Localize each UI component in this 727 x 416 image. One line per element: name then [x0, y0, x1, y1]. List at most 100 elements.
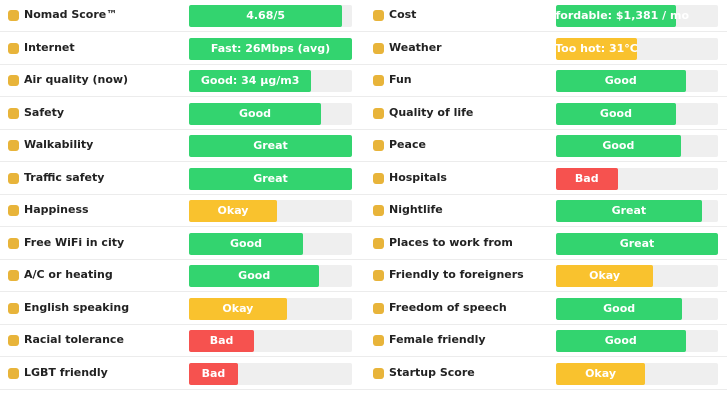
score-fill — [189, 135, 352, 157]
metric-icon — [373, 302, 384, 314]
score-fill — [189, 330, 255, 352]
score-fill — [556, 362, 646, 385]
metric-row: Happiness Okay — [0, 195, 365, 227]
score-fill — [556, 167, 618, 190]
metric-row: A/C or heating Good — [0, 260, 365, 292]
metric-row: Internet Fast: 26Mbps (avg) — [0, 33, 365, 65]
metric-label: Places to work from — [389, 235, 513, 249]
metric-label: Safety — [24, 105, 65, 119]
score-bar: Good — [556, 330, 718, 352]
score-text: 4.68/5 — [246, 9, 286, 22]
score-text: Good — [238, 106, 272, 120]
metric-row: Racial tolerance Bad — [0, 325, 365, 357]
score-bar: Fast: 26Mbps (avg) — [189, 37, 352, 60]
score-text: Good — [602, 139, 635, 152]
score-bar: Okay — [189, 200, 352, 222]
metric-icon — [8, 75, 19, 86]
metric-label: Friendly to foreigners — [389, 268, 524, 281]
metric-icon — [373, 140, 384, 151]
metric-label: A/C or heating — [24, 268, 113, 281]
score-fill — [556, 200, 702, 222]
metric-label: Quality of life — [389, 105, 474, 119]
metric-row: Walkability Great — [0, 130, 365, 162]
metric-row: LGBT friendly Bad — [0, 358, 365, 390]
metric-row: Freedom of speech Good — [365, 293, 727, 325]
score-text: Good — [599, 106, 632, 120]
score-fill — [189, 297, 287, 320]
score-fill — [556, 102, 676, 125]
metric-row: Safety Good — [0, 98, 365, 130]
score-fill — [556, 330, 686, 352]
metric-label: Racial tolerance — [24, 333, 124, 346]
metric-icon — [373, 205, 384, 216]
score-text: Good: 34 µg/m3 — [200, 74, 300, 87]
score-bar: Bad — [556, 167, 718, 190]
score-bar: Good — [189, 232, 352, 255]
metric-row: Fun Good — [365, 65, 727, 97]
metric-label: Hospitals — [389, 170, 447, 184]
score-bar: Affordable: $1,381 / mo — [556, 5, 718, 27]
score-text: Okay — [589, 269, 621, 282]
score-text: Great — [619, 236, 655, 250]
score-fill — [556, 232, 718, 255]
metric-row: Nightlife Great — [365, 195, 727, 227]
metric-icon — [373, 367, 384, 379]
score-bar: Good — [189, 102, 352, 125]
metric-row: English speaking Okay — [0, 293, 365, 325]
score-text: Bad — [209, 334, 234, 347]
score-text: Bad — [574, 171, 599, 185]
metric-icon — [8, 270, 19, 281]
score-bar: Good — [556, 70, 718, 92]
score-text: Good — [603, 301, 636, 315]
metric-icon — [373, 172, 384, 184]
score-fill — [556, 70, 686, 92]
metric-row: Friendly to foreigners Okay — [365, 260, 727, 292]
score-text: Okay — [222, 301, 254, 315]
score-bar: Okay — [556, 265, 718, 287]
metric-icon — [373, 107, 384, 119]
score-text: Great — [253, 139, 288, 152]
metric-icon — [373, 335, 384, 346]
metric-label: Peace — [389, 138, 426, 151]
metric-label: LGBT friendly — [24, 365, 108, 379]
metric-label: Cost — [389, 8, 417, 21]
score-fill — [189, 167, 352, 190]
metric-row: Weather Too hot: 31°C — [365, 33, 727, 65]
score-bar: Okay — [556, 362, 718, 385]
score-bar: Great — [189, 167, 352, 190]
score-bar: Great — [556, 200, 718, 222]
metric-row: Startup Score Okay — [365, 358, 727, 390]
score-fill — [189, 200, 278, 222]
score-text: Good — [230, 236, 263, 250]
score-bar: Bad — [189, 362, 352, 385]
score-bar: Good — [556, 297, 718, 320]
metric-label: Internet — [24, 40, 75, 54]
score-text: Fast: 26Mbps (avg) — [210, 41, 331, 55]
metric-label: Free WiFi in city — [24, 235, 125, 249]
metric-icon — [8, 335, 19, 346]
score-fill — [556, 37, 637, 60]
metric-icon — [373, 75, 384, 86]
metric-icon — [8, 205, 19, 216]
metric-row: Peace Good — [365, 130, 727, 162]
score-fill — [556, 265, 654, 287]
score-fill — [189, 37, 352, 60]
metric-icon — [373, 42, 384, 54]
metric-label: Walkability — [24, 138, 94, 151]
metric-row: Female friendly Good — [365, 325, 727, 357]
metric-icon — [8, 140, 19, 151]
score-bar: Great — [189, 135, 352, 157]
score-bar: Good — [556, 135, 718, 157]
score-text: Too hot: 31°C — [556, 41, 638, 55]
metric-label: English speaking — [24, 300, 130, 314]
score-fill — [189, 232, 304, 255]
metric-icon — [8, 302, 19, 314]
metric-icon — [8, 172, 19, 184]
metric-row: Traffic safety Great — [0, 163, 365, 195]
score-fill — [189, 362, 238, 385]
score-fill — [556, 5, 676, 27]
metric-icon — [8, 237, 19, 249]
score-fill — [189, 102, 322, 125]
score-text: Great — [253, 171, 288, 185]
